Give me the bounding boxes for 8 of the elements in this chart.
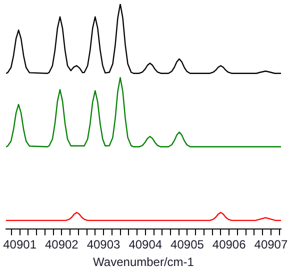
x-tick-label: 40906 xyxy=(212,238,246,252)
x-tick-label: 40901 xyxy=(3,238,37,252)
x-tick-label: 40902 xyxy=(44,238,79,252)
x-axis-title: Wavenumber/cm-1 xyxy=(93,255,194,270)
x-tick-label: 40904 xyxy=(128,238,162,252)
x-tick-label: 40907 xyxy=(254,238,288,252)
x-tick-label: 40905 xyxy=(170,238,204,252)
x-tick-label: 40903 xyxy=(86,238,121,252)
